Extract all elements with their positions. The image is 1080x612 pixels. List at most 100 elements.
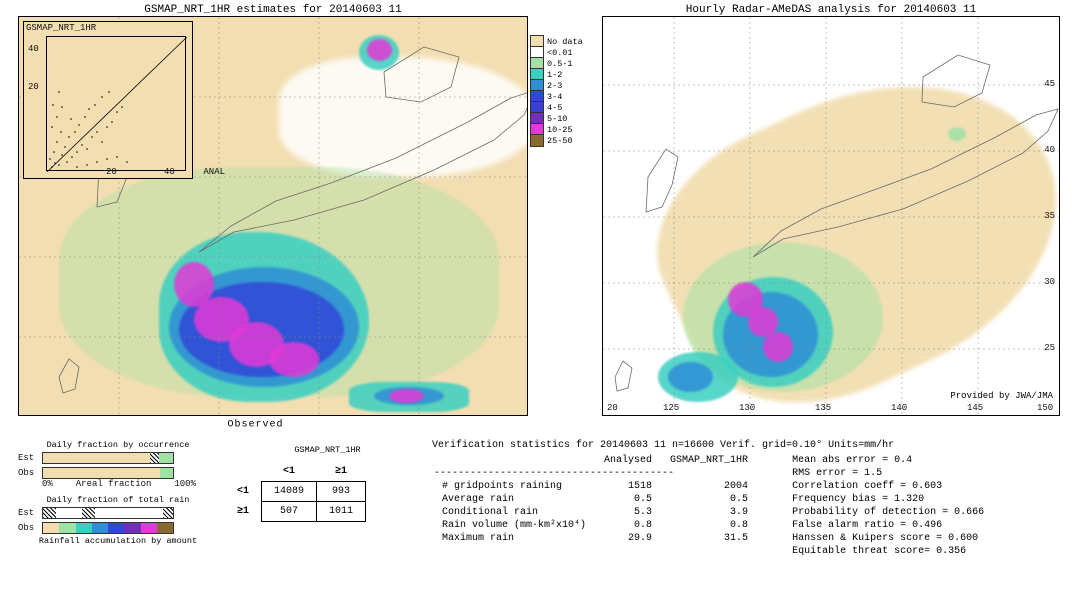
lat2: 35 [1044,211,1055,221]
rainbow-seg [76,523,92,533]
legend-label: 2-3 [547,81,562,91]
legend-swatch [530,134,544,147]
lon4: 145 [967,403,983,413]
inset-y1: 20 [28,82,39,92]
ct-table: <1≥1 <114089993 ≥15071011 [225,462,366,522]
accum-caption: Rainfall accumulation by amount [18,536,218,546]
stats-label: Conditional rain [434,507,594,518]
ct10: 507 [262,502,317,522]
stats-metric: Probability of detection = 0.666 [784,507,992,518]
stats-metric-text: Correlation coeff = 0.603 [784,481,992,492]
stats-metric-text: False alarm ratio = 0.496 [784,520,992,531]
provided-by: Provided by JWA/JMA [950,391,1053,401]
lat4: 25 [1044,343,1055,353]
obs-bar2 [42,522,174,534]
stats-row: # gridpoints raining 1518 2004 [434,481,756,492]
stats-metric-text: Hanssen & Kuipers score = 0.600 [784,533,992,544]
legend-label: 4-5 [547,103,562,113]
stats-metric-text: Probability of detection = 0.666 [784,507,992,518]
stats-block: Verification statistics for 20140603 11 … [432,440,1072,559]
stats-metric: Mean abs error = 0.4 [784,455,992,466]
hdr-b: GSMAP_NRT_1HR [662,455,756,466]
stats-left: Analysed GSMAP_NRT_1HR -----------------… [432,453,758,559]
legend-label: 0.5-1 [547,59,573,69]
obs1: Obs [18,468,38,478]
lon1: 130 [739,403,755,413]
stats-metric: RMS error = 1.5 [784,468,992,479]
left-panel: GSMAP_NRT_1HR estimates for 20140603 11 [18,4,528,416]
lat5: 20 [607,403,618,413]
stats-b: 3.9 [662,507,756,518]
est2: Est [18,508,38,518]
fraction-bars: Daily fraction by occurrence Est Obs 0% … [18,440,218,546]
figure-root: GSMAP_NRT_1HR estimates for 20140603 11 [0,0,1080,612]
inset-x1: 20 [106,167,117,177]
legend-label: 5-10 [547,114,567,124]
rainbow-seg [141,523,157,533]
stats-row: Rain volume (mm·km²x10⁴) 0.8 0.8 [434,520,756,531]
contingency: GSMAP_NRT_1HR Observed <1≥1 <114089993 ≥… [225,445,430,527]
est-bar1 [42,452,174,464]
legend-label: 10-25 [547,125,573,135]
stats-title: Verification statistics for 20140603 11 … [432,440,1072,451]
stats-metric-text: Equitable threat score= 0.356 [784,546,992,557]
legend-label: 3-4 [547,92,562,102]
stats-metric: False alarm ratio = 0.496 [784,520,992,531]
axis1: Areal fraction [76,479,152,489]
obs2: Obs [18,523,38,533]
stats-right: Mean abs error = 0.4 RMS error = 1.5 Corre… [782,453,994,559]
color-legend: No data<0.010.5-11-22-33-44-55-1010-2525… [530,36,590,146]
obs-bar1 [42,467,174,479]
ct11: 1011 [317,502,366,522]
axis0: 0% [42,479,53,489]
lat1: 40 [1044,145,1055,155]
stats-row: Conditional rain 5.3 3.9 [434,507,756,518]
stats-a: 0.8 [596,520,660,531]
ct-r1: <1 [225,482,262,502]
est-bar2 [42,507,174,519]
bar-title1: Daily fraction by occurrence [18,440,218,450]
rainbow-seg [92,523,108,533]
stats-a: 29.9 [596,533,660,544]
ct-title: GSMAP_NRT_1HR [225,445,430,455]
stats-row: Average rain 0.5 0.5 [434,494,756,505]
rainbow-seg [124,523,140,533]
stats-metric-text: RMS error = 1.5 [784,468,992,479]
legend-label: 25-50 [547,136,573,146]
stats-right-table: Mean abs error = 0.4 RMS error = 1.5 Corre… [782,453,994,559]
inset-title: GSMAP_NRT_1HR [26,23,96,33]
ct01: 993 [317,482,366,502]
stats-a: 0.5 [596,494,660,505]
legend-label: No data [547,37,583,47]
stats-metric-text: Frequency bias = 1.320 [784,494,992,505]
inset-anal: ANAL [203,167,225,177]
inset-svg [47,37,187,172]
inset-x2: 40 [164,167,175,177]
stats-label: Rain volume (mm·km²x10⁴) [434,520,594,531]
legend-label: <0.01 [547,48,573,58]
rainbow-seg [43,523,59,533]
left-map: GSMAP_NRT_1HR [18,16,528,416]
stats-b: 0.8 [662,520,756,531]
stats-metric: Frequency bias = 1.320 [784,494,992,505]
legend-row: 25-50 [530,135,590,146]
stats-metric-text: Mean abs error = 0.4 [784,455,992,466]
lon3: 140 [891,403,907,413]
inset-frame [46,36,186,171]
est1: Est [18,453,38,463]
lat3: 30 [1044,277,1055,287]
bar-title2: Daily fraction of total rain [18,495,218,505]
lon5: 150 [1037,403,1053,413]
left-title: GSMAP_NRT_1HR estimates for 20140603 11 [18,4,528,16]
ct-r2: ≥1 [225,502,262,522]
axis2: 100% [174,479,196,489]
ct00: 14089 [262,482,317,502]
inset-scatter: GSMAP_NRT_1HR [23,21,193,179]
lon2: 135 [815,403,831,413]
stats-label: Maximum rain [434,533,594,544]
stats-label: Average rain [434,494,594,505]
lon0: 125 [663,403,679,413]
legend-label: 1-2 [547,70,562,80]
stats-metric: Correlation coeff = 0.603 [784,481,992,492]
rainbow-seg [108,523,124,533]
